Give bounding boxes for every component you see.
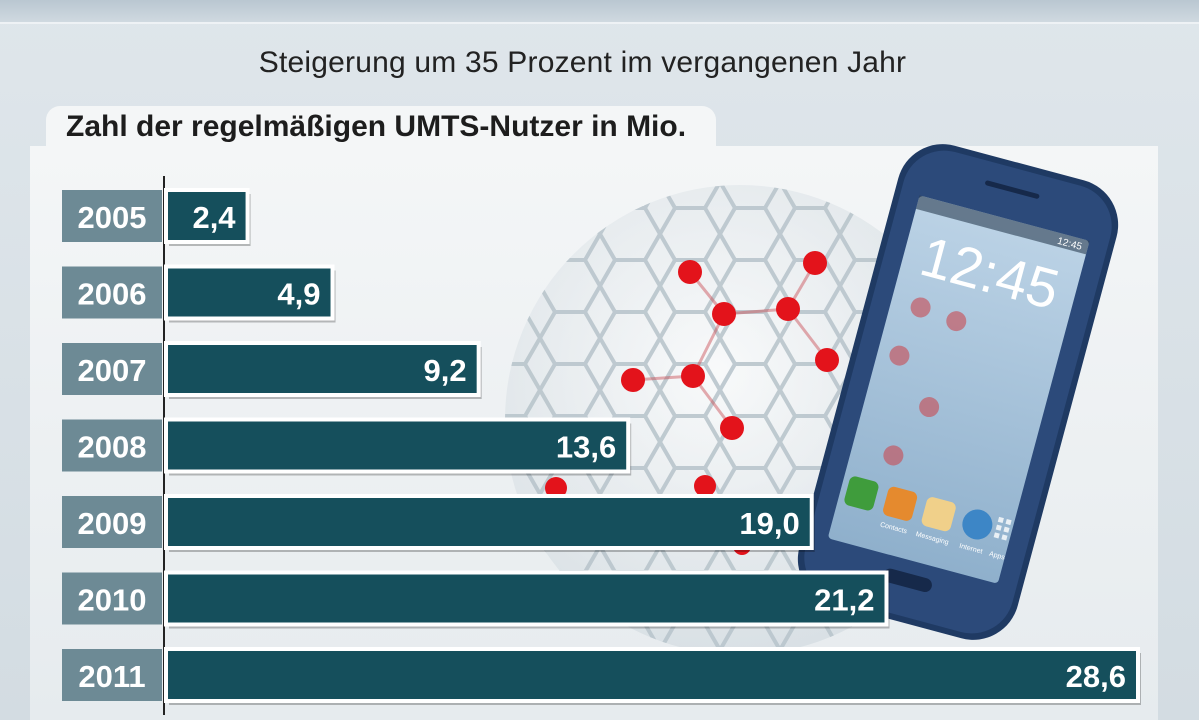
bar <box>164 570 889 627</box>
bar <box>164 188 250 244</box>
bar-value-label: 28,6 <box>1066 659 1126 694</box>
bar-value-label: 21,2 <box>814 583 874 618</box>
contacts-app-icon <box>883 486 918 521</box>
bar-value-label: 4,9 <box>277 277 320 312</box>
phone-speaker <box>985 180 1040 199</box>
bar <box>164 647 1140 703</box>
year-label: 2007 <box>78 353 147 388</box>
year-label: 2008 <box>78 430 147 465</box>
year-label: 2006 <box>78 277 147 312</box>
year-label: 2010 <box>78 583 147 618</box>
year-label: 2009 <box>78 506 147 541</box>
year-label: 2005 <box>78 200 147 235</box>
chart-title: Zahl der regelmäßigen UMTS-Nutzer in Mio… <box>66 110 687 143</box>
phone-app-icon <box>844 476 879 511</box>
smartphone-graphic: 12:45 12:45 Contacts Messaging Internet … <box>797 144 1119 640</box>
home-button <box>883 568 932 593</box>
bar <box>164 264 335 321</box>
year-label-box <box>62 266 162 319</box>
year-label-box <box>62 190 162 242</box>
year-label-box <box>62 419 162 472</box>
chart-subtitle: Steigerung um 35 Prozent im vergangenen … <box>258 46 907 79</box>
bar-value-label: 13,6 <box>556 430 616 465</box>
app-label: Apps <box>988 551 1006 562</box>
internet-app-icon <box>962 509 993 540</box>
bar-value-label: 9,2 <box>424 353 467 388</box>
year-label-box <box>62 343 162 395</box>
apps-grid-icon <box>993 516 1012 541</box>
bar <box>164 341 481 397</box>
bar-value-label: 2,4 <box>192 200 236 235</box>
year-label-box <box>62 649 162 701</box>
bar <box>164 417 631 474</box>
chart-title-tab <box>46 106 716 154</box>
bar-value-label: 19,0 <box>739 506 799 541</box>
year-label-box <box>62 496 162 548</box>
title-band <box>0 0 1199 24</box>
messaging-app-icon <box>921 497 956 532</box>
year-label-box <box>62 572 162 625</box>
year-label: 2011 <box>78 659 145 694</box>
bar <box>164 494 814 550</box>
